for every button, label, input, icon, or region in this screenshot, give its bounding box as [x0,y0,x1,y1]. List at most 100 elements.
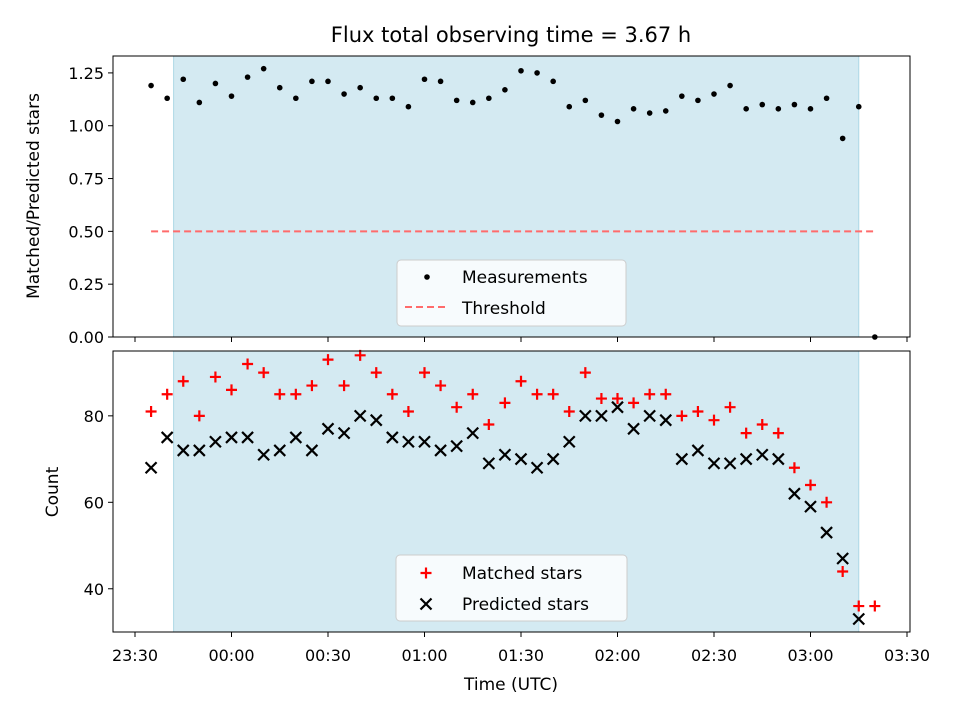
matched-star-point [547,388,559,400]
measurement-point [711,91,717,97]
measurement-point [389,95,396,102]
measurement-point [646,110,653,116]
measurement-point [405,103,412,110]
predicted-star-point [530,461,544,475]
measurement-point [260,65,267,72]
legend-measurement-marker [424,274,430,280]
predicted-star-point [723,457,737,470]
bottom-x-tick-label: 23:30 [112,646,158,665]
predicted-star-point [386,431,399,444]
predicted-star-point [353,409,367,423]
predicted-star-point [241,431,254,444]
bottom-x-tick-label: 03:30 [884,646,930,665]
top-panel: Flux total observing time = 3.67 h 0.00 0… [24,23,911,347]
matched-star-point [290,388,302,400]
matched-star-point [563,406,575,418]
bottom-y-axis-label: Count [43,466,63,517]
matched-star-point [628,397,640,409]
predicted-star-point [482,457,496,470]
predicted-star-point [804,500,817,513]
top-y-tick-label: 0.00 [68,328,104,347]
top-y-tick-label: 0.25 [68,275,104,294]
measurement-point [212,80,219,87]
matched-star-point [772,427,784,439]
matched-star-point [821,496,833,508]
predicted-star-point [836,552,849,565]
predicted-star-point [176,444,190,457]
matched-star-point [209,371,221,383]
legend-predicted-label: Predicted stars [462,595,589,615]
matched-star-point [788,462,800,474]
predicted-star-point [659,413,673,427]
predicted-star-point [450,439,463,453]
bottom-x-tick-label: 02:00 [594,646,640,665]
measurement-point [469,99,476,106]
measurement-point [614,118,621,125]
bottom-y-tick-label: 60 [84,493,104,512]
matched-star-point [644,388,656,400]
measurement-point [695,97,701,104]
matched-star-point [740,427,752,439]
matched-star-point [370,367,382,379]
predicted-star-point [273,444,287,457]
measurement-point [743,106,749,112]
predicted-star-point [739,452,753,466]
measurement-point [566,103,573,110]
measurement-point [582,97,589,104]
bottom-x-tick-label: 01:00 [401,646,447,665]
predicted-star-point [402,435,415,449]
matched-star-point [595,393,607,405]
predicted-star-point [546,452,560,466]
predicted-star-point [257,448,270,462]
matched-star-point [660,388,672,400]
measurement-point [180,76,187,83]
predicted-star-point [337,426,351,440]
bottom-legend-box [395,554,628,622]
matched-star-point [499,397,511,409]
measurement-point [550,78,556,85]
measurement-point [775,106,782,112]
measurement-point [759,101,766,108]
matched-star-point [177,375,189,387]
bottom-x-tick-label: 00:00 [208,646,254,665]
predicted-star-point [643,409,656,423]
top-y-tick-label: 1.00 [68,117,104,136]
predicted-star-point [707,457,721,470]
measurement-point [244,74,251,80]
bottom-axes-frame [112,350,911,633]
matched-star-point [805,479,816,491]
predicted-star-point [675,452,689,466]
matched-star-point [386,388,398,400]
predicted-star-point [144,461,158,475]
measurement-point [148,82,154,89]
bottom-x-tick-label: 00:30 [305,646,351,665]
matched-star-point [612,393,623,405]
measurement-point [437,78,444,85]
top-y-tick-label: 1.25 [68,64,104,83]
bottom-x-tick-label: 01:30 [498,646,544,665]
measurement-point [855,103,862,110]
predicted-star-point [289,431,303,444]
legend-matched-label: Matched stars [462,564,582,584]
measurement-point [453,97,460,104]
predicted-star-point [369,413,383,427]
measurement-point [341,91,347,97]
matched-star-point [724,401,736,413]
matched-star-point [837,565,849,577]
predicted-star-point [160,431,174,444]
predicted-star-point [434,444,447,457]
predicted-star-point [305,444,319,457]
matched-star-point [226,384,237,396]
predicted-star-point [321,422,335,436]
measurement-point [518,67,524,74]
top-y-axis-label: Matched/Predicted stars [24,93,44,299]
predicted-star-point [852,612,866,626]
matched-star-point [692,406,704,418]
matched-star-point [322,354,334,366]
top-legend-box [396,259,627,327]
matched-star-point [853,600,865,612]
matched-star-point [531,388,543,400]
measurement-point [839,135,846,142]
measurement-point [502,87,508,93]
